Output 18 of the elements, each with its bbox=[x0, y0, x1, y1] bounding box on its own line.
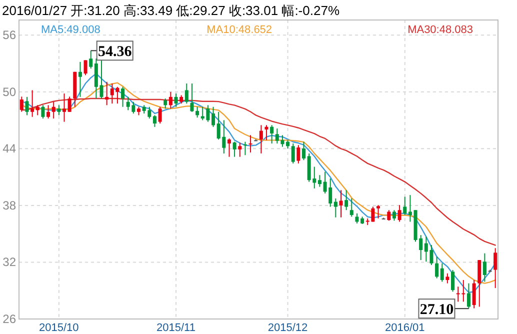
y-tick-label: 44 bbox=[2, 142, 16, 156]
x-tick-label: 2016/01 bbox=[384, 322, 425, 334]
annotation: 27.10 bbox=[420, 302, 454, 318]
y-tick-label: 38 bbox=[2, 198, 16, 212]
y-tick-label: 50 bbox=[2, 84, 16, 99]
annotation: 54.36 bbox=[90, 40, 134, 61]
x-tick-label: 2015/11 bbox=[156, 322, 196, 334]
text: MA30:48.083 bbox=[408, 24, 473, 36]
text: MA5:49.008 bbox=[41, 24, 100, 36]
y-tick-label: 32 bbox=[2, 255, 16, 270]
x-tick-label: 2015/12 bbox=[268, 322, 308, 334]
x-tick-label: 2015/10 bbox=[39, 322, 79, 334]
annotation: 54.36 bbox=[98, 44, 132, 60]
chart-title: 2016/01/27 开:31.20 高:33.49 低:29.27 收:33.01 幅:-0.27% bbox=[2, 3, 340, 18]
text: MA10:48.652 bbox=[206, 24, 272, 36]
y-tick-label: 56 bbox=[2, 28, 16, 42]
annotation: 27.10 bbox=[418, 298, 470, 319]
y-tick-label: 26 bbox=[2, 312, 16, 326]
